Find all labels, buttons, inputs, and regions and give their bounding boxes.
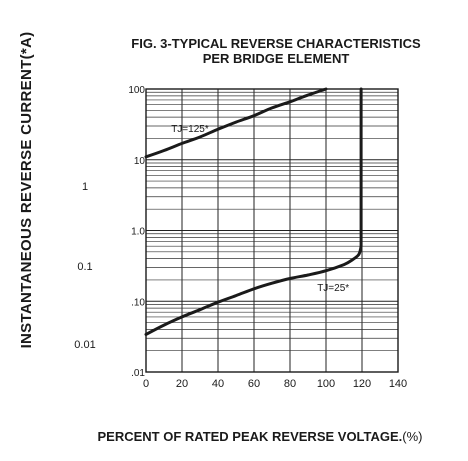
- x-axis-label-main: PERCENT OF RATED PEAK REVERSE VOLTAGE.: [97, 429, 402, 444]
- y-tick-label: 10: [134, 156, 146, 167]
- outer-y-label: 1: [82, 181, 88, 193]
- x-axis-label: PERCENT OF RATED PEAK REVERSE VOLTAGE.(%…: [97, 429, 422, 444]
- outer-y-label: 0.01: [74, 339, 95, 351]
- series-label-tj125: TJ=125*: [171, 124, 209, 135]
- plot-grid: [145, 88, 399, 373]
- y-tick-label: 1.0: [131, 227, 145, 238]
- x-tick-label: 60: [248, 378, 260, 390]
- chart-title-line-1: FIG. 3-TYPICAL REVERSE CHARACTERISTICS: [131, 36, 421, 51]
- outer-y-labels: 1 0.1 0.01: [74, 181, 95, 351]
- chart-title-line-2: PER BRIDGE ELEMENT: [203, 51, 350, 66]
- series-curves: [144, 87, 363, 336]
- series-curve-tj125: [144, 87, 328, 159]
- series-curve-tj25: [144, 87, 363, 336]
- x-tick-label: 80: [284, 378, 296, 390]
- plot-frame: [145, 88, 399, 373]
- x-tick-label: 140: [389, 378, 407, 390]
- x-tick-label: 120: [353, 378, 371, 390]
- outer-y-label: 0.1: [77, 261, 92, 273]
- y-tick-label: .01: [131, 368, 145, 379]
- y-tick-labels: 100 10 1.0 .10 .01: [128, 85, 145, 379]
- y-tick-label: .10: [131, 297, 145, 308]
- x-tick-label: 0: [143, 378, 149, 390]
- y-axis-label: INSTANTANEOUS REVERSE CURRENT(*A): [18, 32, 35, 349]
- x-tick-label: 20: [176, 378, 188, 390]
- x-axis-label-unit: (%): [402, 429, 422, 444]
- x-tick-label: 40: [212, 378, 224, 390]
- series-label-tj25: TJ=25*: [317, 283, 349, 294]
- x-tick-label: 100: [317, 378, 335, 390]
- x-tick-labels: 0 20 40 60 80 100 120 140: [143, 378, 407, 390]
- series-annotations: TJ=125* TJ=25*: [171, 124, 349, 294]
- y-tick-label: 100: [128, 85, 145, 96]
